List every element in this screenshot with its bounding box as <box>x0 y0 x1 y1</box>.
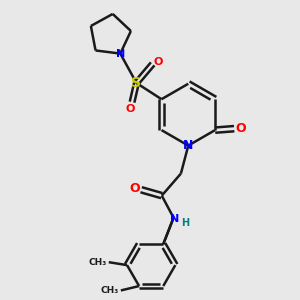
Text: CH₃: CH₃ <box>88 258 106 267</box>
Text: N: N <box>116 49 125 58</box>
Text: S: S <box>131 76 142 90</box>
Text: O: O <box>126 103 135 114</box>
Text: N: N <box>170 214 180 224</box>
Text: O: O <box>236 122 246 135</box>
Text: O: O <box>153 56 163 67</box>
Text: N: N <box>183 139 194 152</box>
Text: CH₃: CH₃ <box>100 286 118 295</box>
Text: H: H <box>181 218 189 228</box>
Text: O: O <box>129 182 140 195</box>
